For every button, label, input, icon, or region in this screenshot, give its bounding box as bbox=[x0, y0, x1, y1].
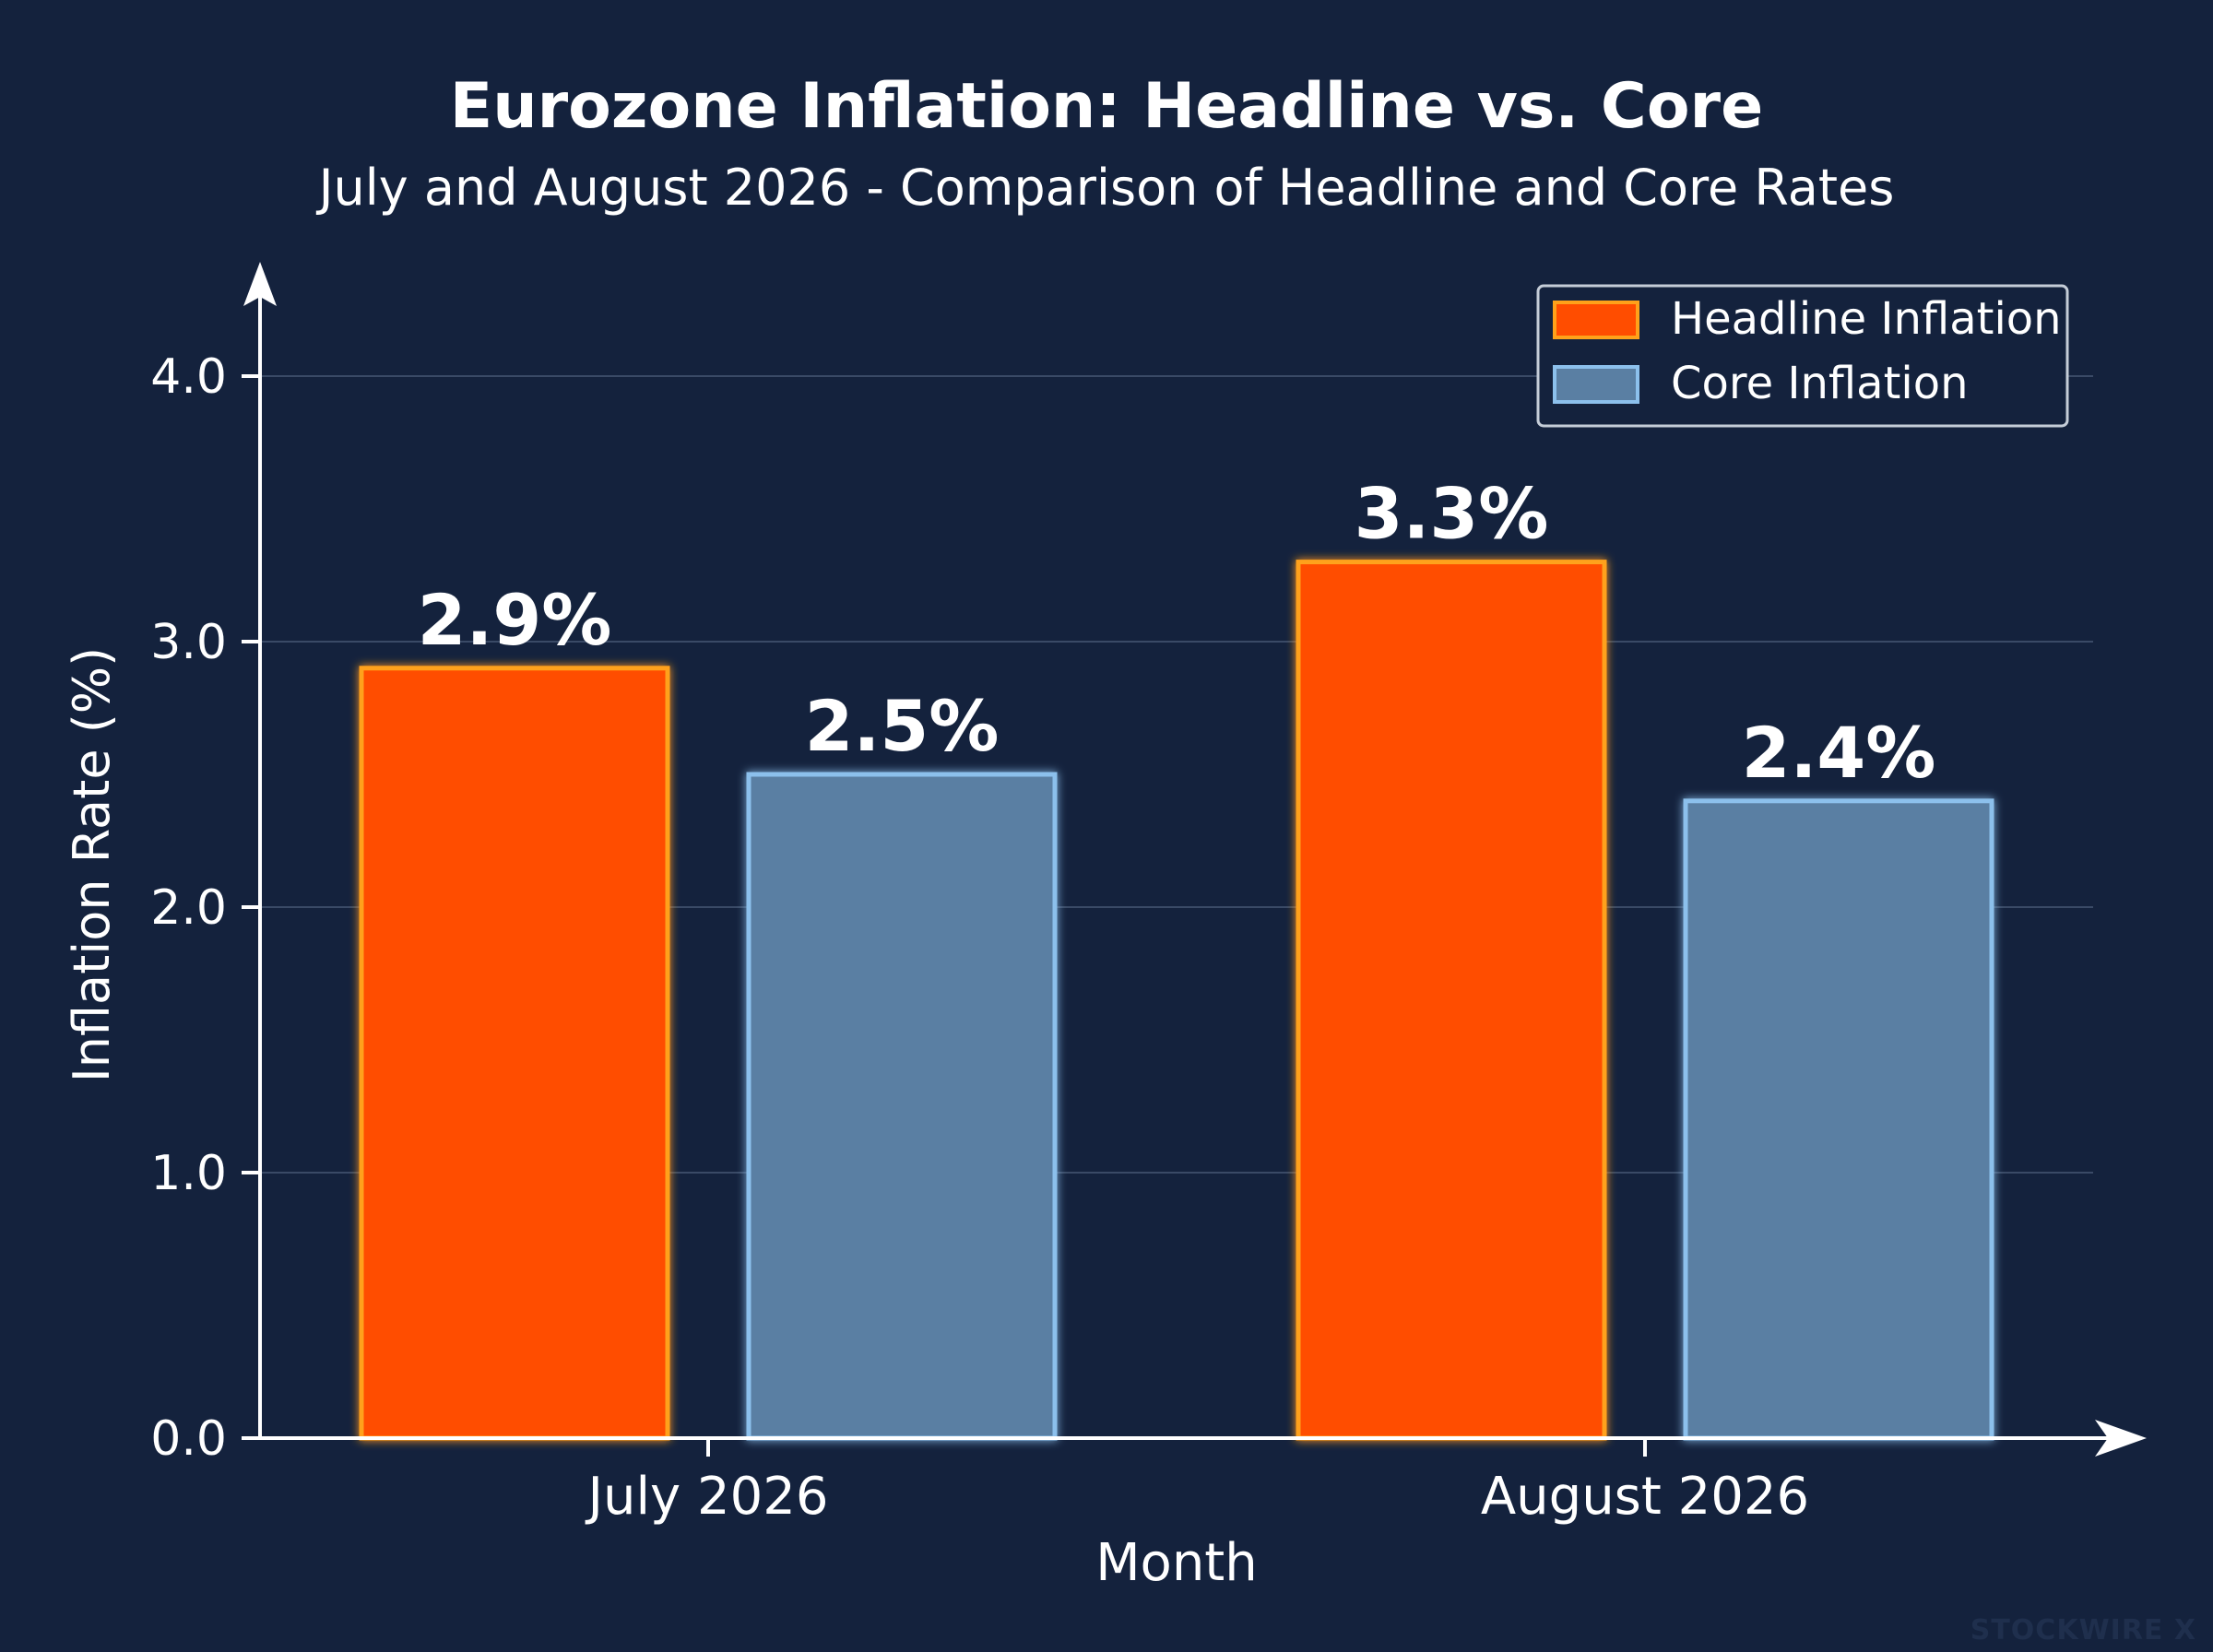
bar-value-label: 2.5% bbox=[805, 685, 1000, 767]
bars bbox=[359, 560, 1994, 1441]
x-ticks: July 2026 August 2026 bbox=[585, 1438, 1809, 1527]
axes bbox=[242, 262, 2147, 1457]
chart-subtitle: July and August 2026 - Comparison of Hea… bbox=[316, 159, 1895, 217]
bar-value-label: 2.4% bbox=[1742, 712, 1936, 794]
legend-label-core: Core Inflation bbox=[1671, 358, 1969, 409]
legend: Headline Inflation Core Inflation bbox=[1536, 284, 2069, 428]
y-tick-label: 0.0 bbox=[150, 1411, 227, 1467]
x-tick-label: July 2026 bbox=[585, 1467, 828, 1527]
y-tick-label: 3.0 bbox=[150, 615, 227, 670]
y-ticks: 0.0 1.0 2.0 3.0 4.0 bbox=[150, 349, 260, 1467]
bar bbox=[1296, 560, 1607, 1441]
bar bbox=[359, 666, 670, 1441]
bar bbox=[746, 772, 1058, 1441]
y-axis-label: Inflation Rate (%) bbox=[63, 647, 121, 1082]
x-axis-arrow bbox=[2095, 1420, 2147, 1457]
x-axis-label: Month bbox=[1095, 1533, 1258, 1593]
y-tick-label: 2.0 bbox=[150, 880, 227, 936]
value-labels: 2.9% 2.5% 3.3% 2.4% bbox=[418, 473, 1936, 794]
bar bbox=[1683, 798, 1994, 1441]
bar-value-label: 2.9% bbox=[418, 579, 612, 661]
y-tick-label: 4.0 bbox=[150, 349, 227, 405]
bar-value-label: 3.3% bbox=[1355, 473, 1549, 555]
legend-box bbox=[1536, 284, 2069, 428]
legend-swatch-core bbox=[1553, 365, 1639, 404]
x-tick-label: August 2026 bbox=[1481, 1467, 1809, 1527]
watermark: STOCKWIRE X bbox=[1970, 1614, 2196, 1646]
y-tick-label: 1.0 bbox=[150, 1146, 227, 1201]
chart-title: Eurozone Inflation: Headline vs. Core bbox=[450, 70, 1763, 143]
y-axis-arrow bbox=[243, 262, 277, 306]
legend-swatch-headline bbox=[1553, 301, 1639, 339]
legend-label-headline: Headline Inflation bbox=[1671, 293, 2062, 345]
